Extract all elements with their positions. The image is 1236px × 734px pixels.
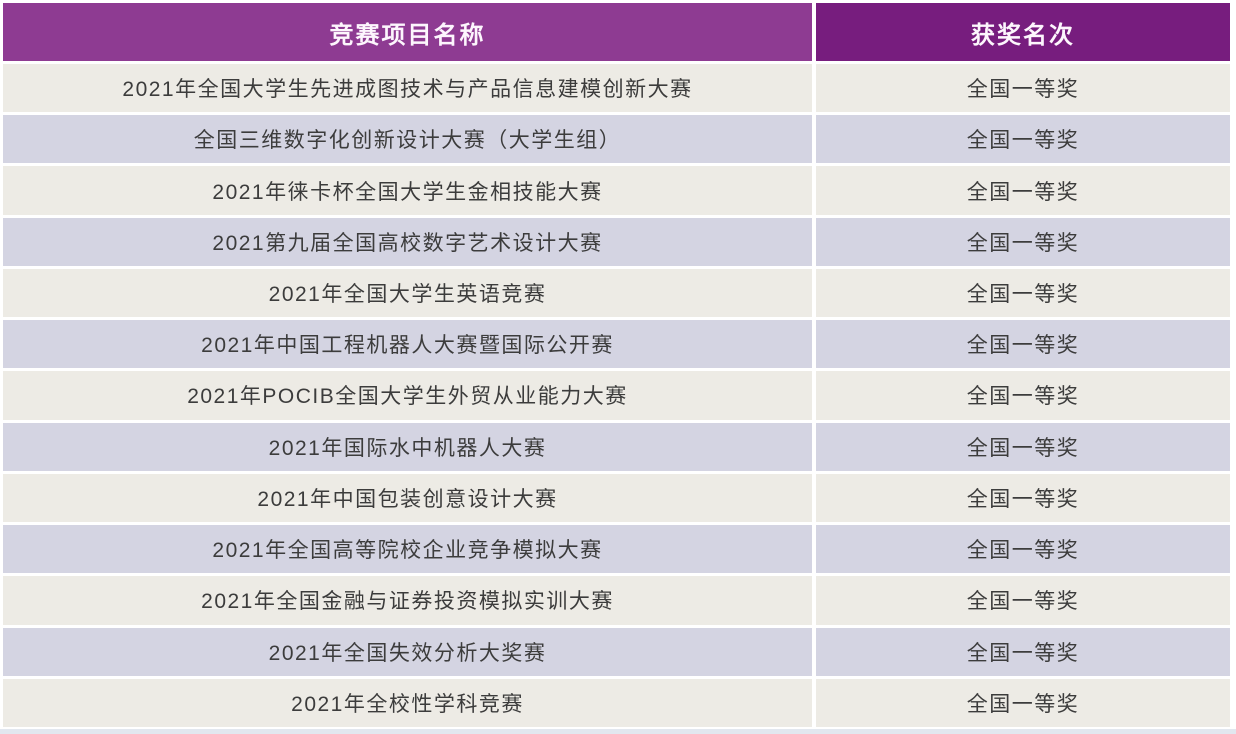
award-rank-cell: 全国一等奖 <box>816 422 1230 471</box>
competition-name-cell: 2021年全校性学科竞赛 <box>3 678 812 727</box>
competition-name-cell: 2021年国际水中机器人大赛 <box>3 422 812 471</box>
award-rank-cell: 全国一等奖 <box>816 525 1230 574</box>
competition-name-cell: 2021年全国高等院校企业竞争模拟大赛 <box>3 525 812 574</box>
column-header-competition-name: 竞赛项目名称 <box>3 3 812 61</box>
award-rank-cell: 全国一等奖 <box>816 576 1230 625</box>
award-rank-cell: 全国一等奖 <box>816 678 1230 727</box>
competition-name-cell: 全国三维数字化创新设计大赛（大学生组） <box>3 115 812 164</box>
award-rank-cell: 全国一等奖 <box>816 473 1230 523</box>
award-rank-cell: 全国一等奖 <box>816 64 1230 113</box>
page-bottom-edge <box>0 729 1236 734</box>
award-rank-cell: 全国一等奖 <box>816 268 1230 318</box>
competition-name-cell: 2021年中国包装创意设计大赛 <box>3 473 812 523</box>
award-rank-cell: 全国一等奖 <box>816 371 1230 420</box>
award-rank-cell: 全国一等奖 <box>816 320 1230 369</box>
competition-name-cell: 2021第九届全国高校数字艺术设计大赛 <box>3 217 812 266</box>
award-rank-cell: 全国一等奖 <box>816 217 1230 266</box>
award-rank-cell: 全国一等奖 <box>816 627 1230 676</box>
competition-name-cell: 2021年全国失效分析大奖赛 <box>3 627 812 676</box>
competition-name-cell: 2021年POCIB全国大学生外贸从业能力大赛 <box>3 371 812 420</box>
column-header-award-rank: 获奖名次 <box>816 3 1230 61</box>
competition-name-cell: 2021年全国大学生英语竞赛 <box>3 268 812 318</box>
competition-name-cell: 2021年徕卡杯全国大学生金相技能大赛 <box>3 166 812 215</box>
competition-name-cell: 2021年全国金融与证券投资模拟实训大赛 <box>3 576 812 625</box>
award-table: 竞赛项目名称 获奖名次 2021年全国大学生先进成图技术与产品信息建模创新大赛全… <box>3 3 1233 727</box>
award-rank-cell: 全国一等奖 <box>816 115 1230 164</box>
competition-name-cell: 2021年中国工程机器人大赛暨国际公开赛 <box>3 320 812 369</box>
award-rank-cell: 全国一等奖 <box>816 166 1230 215</box>
competition-name-cell: 2021年全国大学生先进成图技术与产品信息建模创新大赛 <box>3 64 812 113</box>
